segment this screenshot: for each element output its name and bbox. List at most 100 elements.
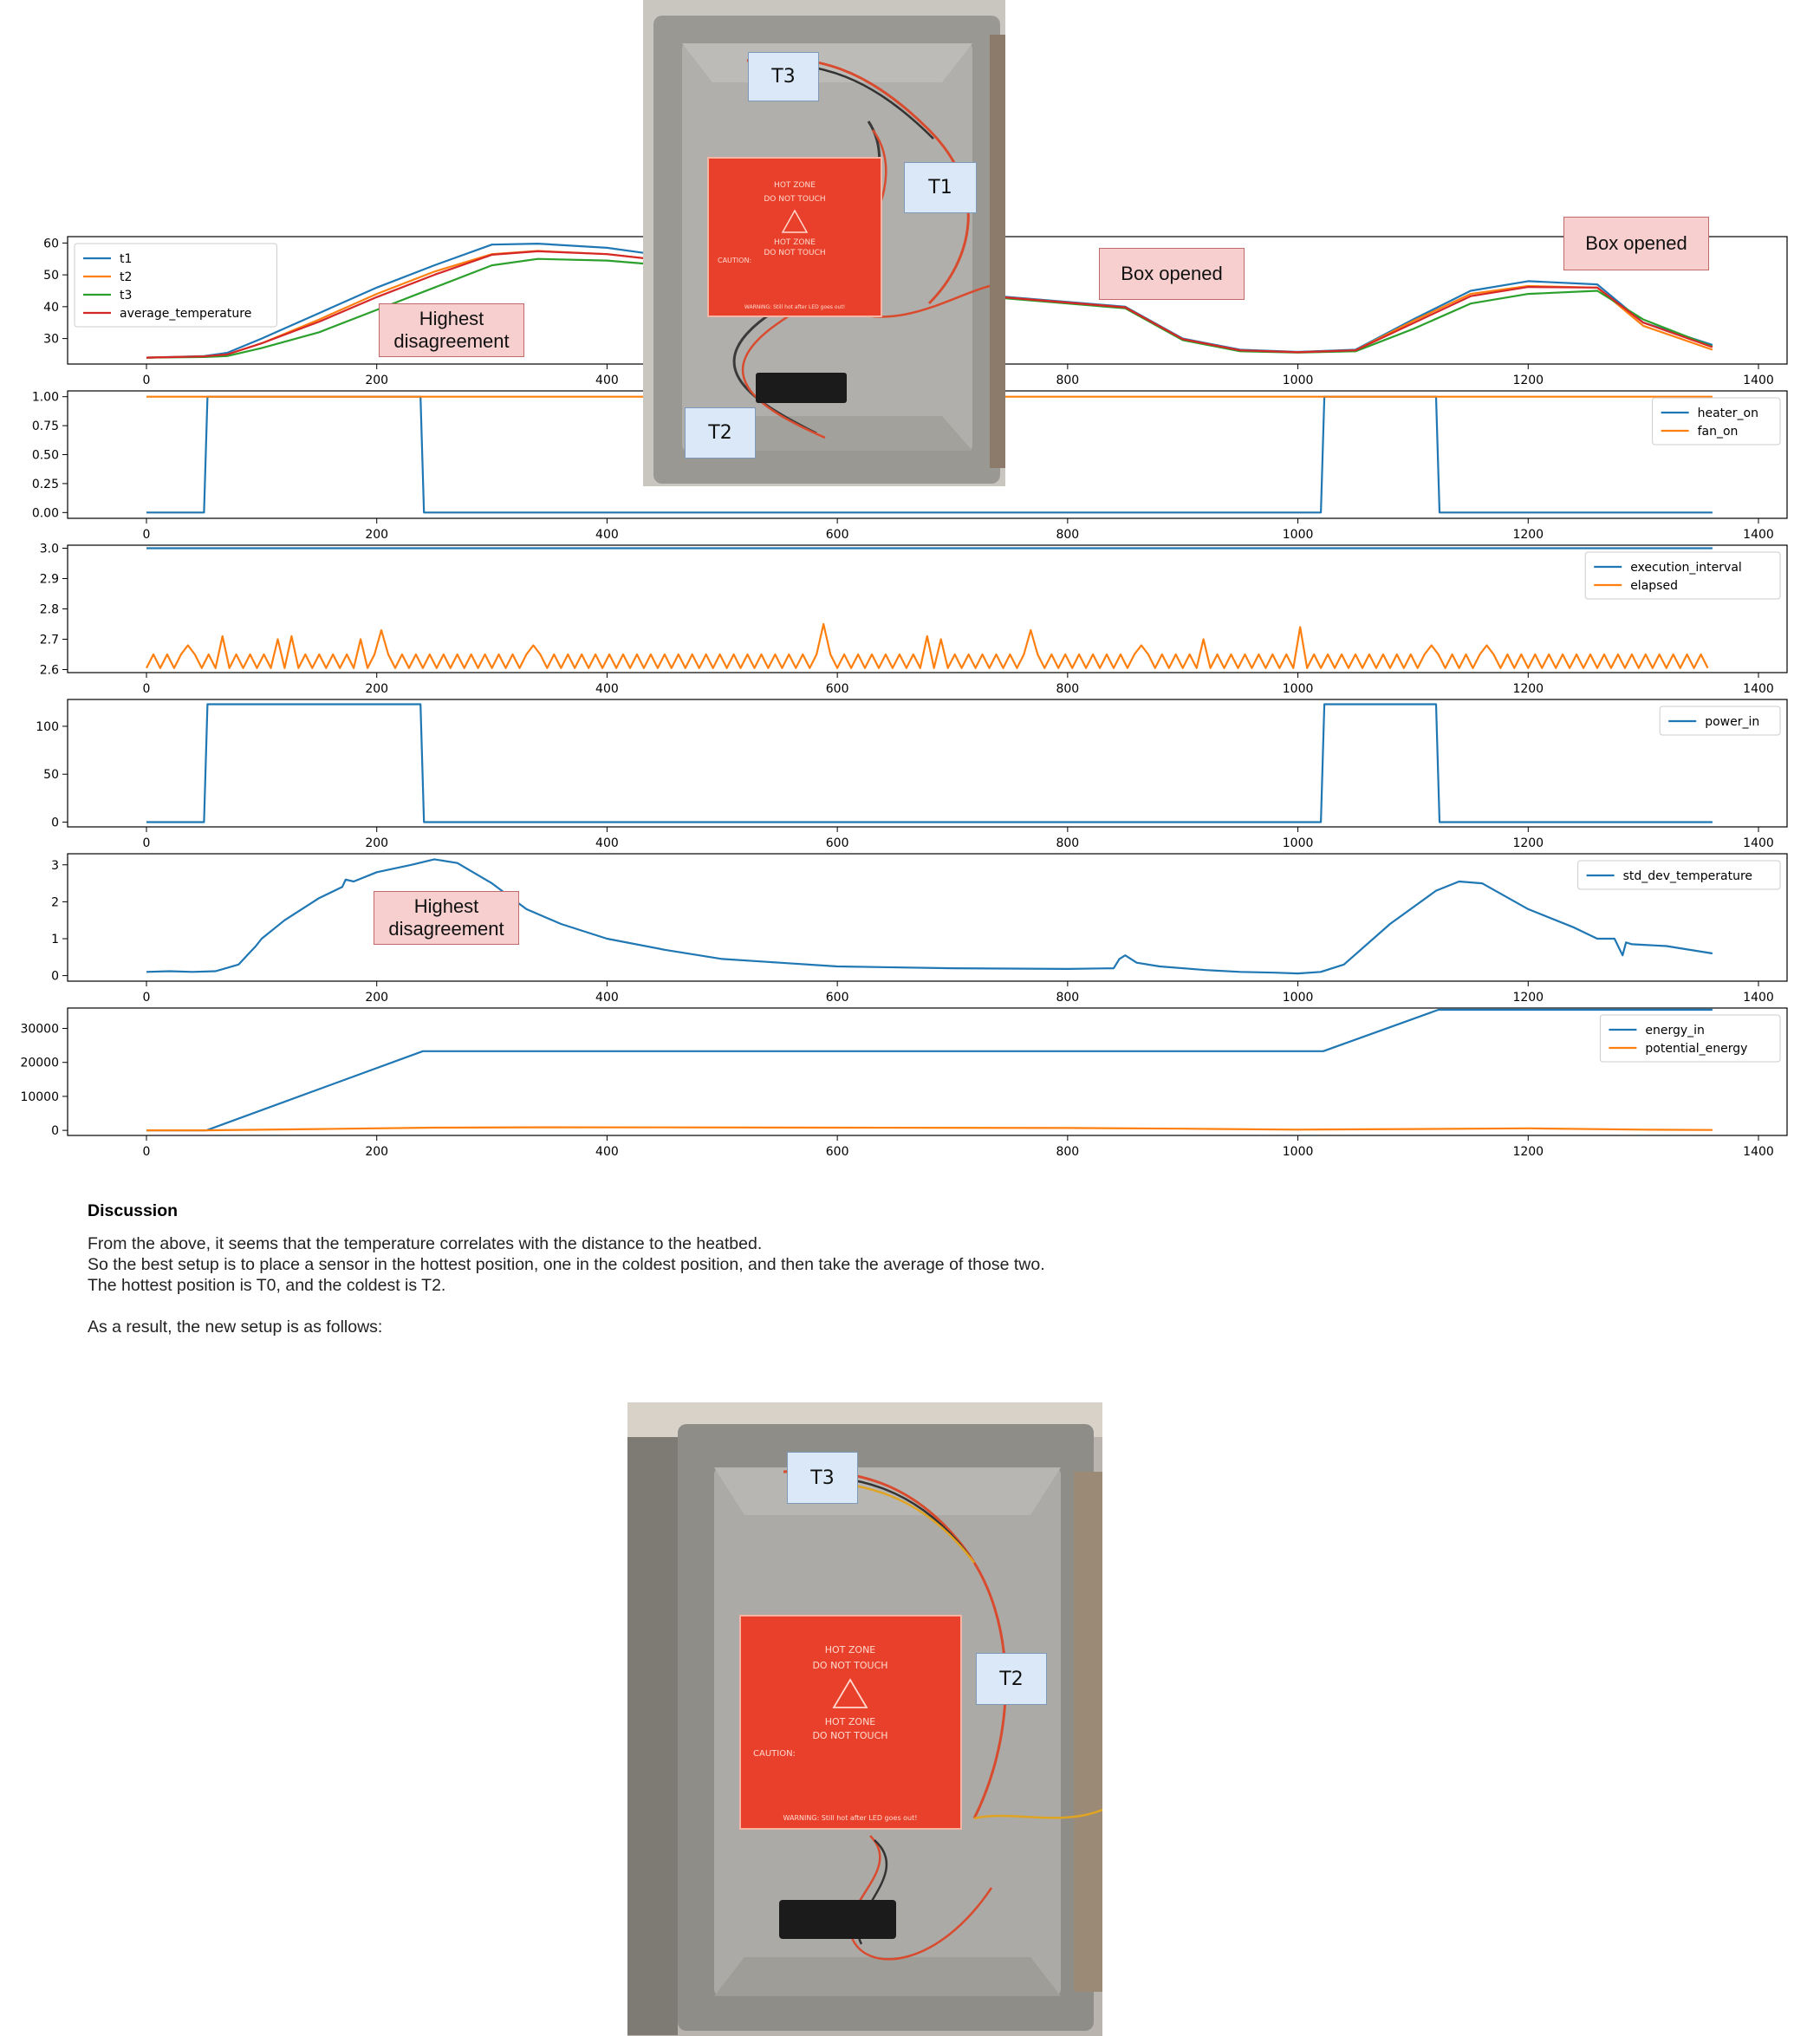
discussion-line-1: From the above, it seems that the temper… (88, 1234, 763, 1253)
sensor-label-t1: T1 (904, 162, 977, 213)
chart-5-legend-box (1599, 1014, 1781, 1063)
sensor2-label-t3: T3 (787, 1452, 858, 1504)
chart-4-xtick-label: 600 (826, 991, 849, 1005)
bed2-text-2: DO NOT TOUCH (812, 1660, 887, 1671)
chart-4-legend-box (1577, 860, 1781, 890)
note-box-opened-1: Box opened (1099, 248, 1245, 300)
chart-5-ytick-label: 30000 (20, 1023, 59, 1037)
discussion-section: Discussion From the above, it seems that… (88, 1201, 1734, 1337)
chart-2-frame (67, 544, 1788, 673)
chart-4-xtick-label: 800 (1056, 991, 1079, 1005)
chart-5-ytick-label: 0 (51, 1124, 59, 1138)
chart-2-series-elapsed (146, 622, 1709, 669)
chart-5-ytick-label: 10000 (20, 1090, 59, 1104)
chart-0-xtick-label: 200 (365, 374, 388, 387)
chart-4-xtick-label: 200 (365, 991, 388, 1005)
chart-0-legend-label-t2: t2 (120, 270, 132, 284)
chart-5-xtick-label: 0 (143, 1145, 151, 1159)
bed2-caution: CAUTION: (753, 1749, 796, 1759)
chart-1-ytick-label: 0.50 (32, 449, 59, 463)
sensor-label-t2: T2 (685, 407, 756, 459)
chart-0-xtick-label: 1200 (1512, 374, 1544, 387)
chart-5-xtick-label: 200 (365, 1145, 388, 1159)
chart-1-xtick-label: 600 (826, 528, 849, 542)
chart-4-ytick-label: 1 (51, 933, 59, 946)
chart-2-xtick-label: 200 (365, 682, 388, 696)
chart-1-xtick-label: 1200 (1512, 528, 1544, 542)
discussion-line-2: So the best setup is to place a sensor i… (88, 1255, 1045, 1274)
chart-3-legend-box (1659, 706, 1781, 736)
setup-photo-2: HOT ZONE DO NOT TOUCH HOT ZONE DO NOT TO… (627, 1402, 1102, 2036)
discussion-title: Discussion (88, 1201, 179, 1220)
warning-triangle-icon (781, 209, 809, 233)
chart-3-ytick-label: 0 (51, 816, 59, 829)
chart-1-ytick-label: 0.00 (32, 506, 59, 520)
chart-1-ytick-label: 0.25 (32, 478, 59, 491)
chart-2-xtick-label: 1000 (1283, 682, 1314, 696)
chart-0-xtick-label: 1000 (1283, 374, 1314, 387)
chart-3-xtick-label: 400 (595, 836, 619, 850)
chart-2-xtick-label: 1400 (1743, 682, 1774, 696)
chart-3-xtick-label: 800 (1056, 836, 1079, 850)
discussion-line-3: The hottest position is T0, and the cold… (88, 1276, 446, 1295)
bed-text-1: HOT ZONE (774, 181, 816, 190)
chart-3-xtick-label: 0 (143, 836, 151, 850)
chart-4-ytick-label: 3 (51, 859, 59, 873)
chart-5-xtick-label: 1000 (1283, 1145, 1314, 1159)
chart-2-xtick-label: 1200 (1512, 682, 1544, 696)
bed-caution: CAUTION: (718, 257, 751, 264)
chart-5-xtick-label: 600 (826, 1145, 849, 1159)
chart-0-ytick-label: 50 (43, 269, 59, 283)
chart-0-xtick-label: 800 (1056, 374, 1079, 387)
chart-3-series-power_in (146, 703, 1713, 823)
chart-1-xtick-label: 0 (143, 528, 151, 542)
chart-3-ytick-label: 50 (43, 768, 59, 782)
chart-2-ytick-label: 2.7 (40, 634, 59, 647)
chart-1-ytick-label: 1.00 (32, 391, 59, 405)
chart-1-ytick-label: 0.75 (32, 420, 59, 433)
discussion-line-4: As a result, the new setup is as follows… (88, 1317, 383, 1337)
chart-1-xtick-label: 1000 (1283, 528, 1314, 542)
chart-5-series-potential_energy (146, 1126, 1713, 1132)
chart-1-series-heater_on (146, 395, 1713, 514)
chart-2-ytick-label: 3.0 (40, 543, 59, 556)
fan-box-2 (779, 1900, 896, 1939)
chart-2-xtick-label: 0 (143, 682, 151, 696)
chart-1-legend-box (1652, 397, 1781, 446)
chart-5-xtick-label: 1400 (1743, 1145, 1774, 1159)
chart-4-series-std_dev_temperature (146, 858, 1713, 975)
sensor2-label-t2: T2 (976, 1653, 1047, 1705)
chart-1-legend-label-heater_on: heater_on (1698, 407, 1758, 420)
chart-0-ytick-label: 40 (43, 301, 59, 315)
chart-2-xtick-label: 400 (595, 682, 619, 696)
chart-3-xtick-label: 1200 (1512, 836, 1544, 850)
chart-2-legend-box (1584, 551, 1781, 600)
chart-2-xtick-label: 600 (826, 682, 849, 696)
chart-2-xtick-label: 800 (1056, 682, 1079, 696)
chart-4-legend-label-std_dev_temperature: std_dev_temperature (1623, 869, 1752, 883)
chart-4-ytick-label: 2 (51, 895, 59, 909)
chart-3-xtick-label: 1000 (1283, 836, 1314, 850)
chart-4-xtick-label: 1400 (1743, 991, 1774, 1005)
chart-3-frame (67, 699, 1788, 828)
chart-3-xtick-label: 600 (826, 836, 849, 850)
chart-2-ytick-label: 2.9 (40, 573, 59, 587)
chart-3-ytick-label: 100 (36, 720, 59, 734)
sensor-label-t3: T3 (748, 52, 819, 101)
bed2-text-4: DO NOT TOUCH (812, 1730, 887, 1741)
chart-2-legend-label-execution_interval: execution_interval (1630, 561, 1742, 575)
note-highest-disagreement-std: Highest disagreement (374, 891, 519, 945)
chart-1-xtick-label: 400 (595, 528, 619, 542)
bed-text-3: HOT ZONE (774, 238, 816, 247)
chart-0-ytick-label: 30 (43, 333, 59, 347)
chart-5-legend-label-energy_in: energy_in (1645, 1024, 1705, 1038)
chart-0-xtick-label: 1400 (1743, 374, 1774, 387)
chart-2-ytick-label: 2.8 (40, 603, 59, 617)
note-highest-disagreement-temp: Highest disagreement (379, 303, 524, 357)
bed2-warning: WARNING: Still hot after LED goes out! (783, 1814, 918, 1822)
chart-5-xtick-label: 1200 (1512, 1145, 1544, 1159)
chart-1-xtick-label: 200 (365, 528, 388, 542)
chart-2-legend-label-elapsed: elapsed (1630, 579, 1678, 593)
bed2-text-3: HOT ZONE (825, 1716, 876, 1727)
chart-3-xtick-label: 200 (365, 836, 388, 850)
